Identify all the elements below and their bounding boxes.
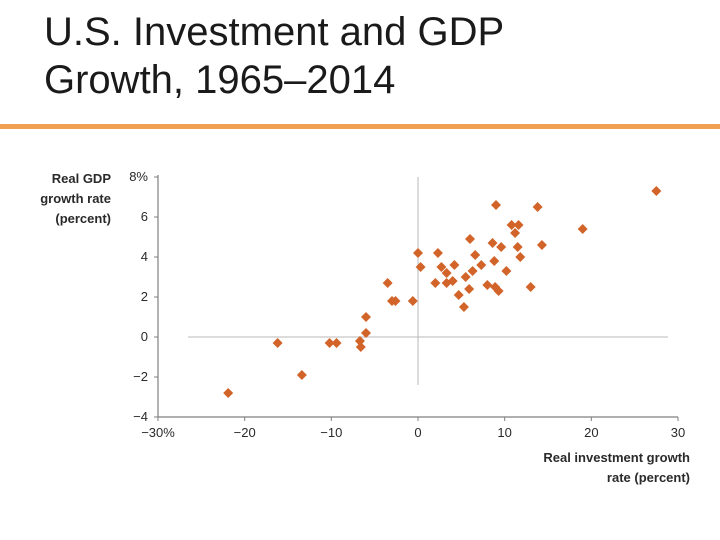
data-point (447, 276, 458, 286)
data-point (272, 338, 283, 348)
data-point (465, 234, 475, 244)
data-point (489, 256, 500, 266)
data-point (354, 336, 365, 346)
y-tick-label: −4 (133, 409, 148, 424)
y-tick-label: 2 (141, 289, 148, 304)
data-point (487, 238, 498, 248)
data-point (476, 260, 487, 270)
y-axis-title-line: growth rate (40, 191, 111, 206)
x-tick-label: 30 (671, 425, 685, 440)
data-point (430, 278, 441, 288)
data-point (525, 282, 536, 292)
data-point (510, 228, 521, 238)
data-point (331, 338, 342, 348)
data-point (467, 266, 478, 276)
data-point (470, 250, 481, 260)
slide-title-line-1: U.S. Investment and GDP (44, 10, 505, 54)
x-tick-label: 10 (497, 425, 511, 440)
data-point (464, 284, 475, 294)
data-point (441, 268, 452, 278)
data-point (453, 290, 464, 300)
reference-lines (188, 177, 668, 385)
data-point (506, 220, 517, 230)
data-point (432, 248, 443, 258)
data-point (493, 286, 504, 296)
slide-title: U.S. Investment and GDP Growth, 1965–201… (44, 8, 684, 104)
data-point (577, 224, 588, 234)
data-point (407, 296, 418, 306)
data-points (223, 186, 662, 398)
title-divider (0, 124, 720, 129)
data-point (324, 338, 335, 348)
y-tick-label: 4 (141, 249, 148, 264)
x-axis-title: Real investment growth rate (percent) (543, 450, 690, 485)
data-point (496, 242, 507, 252)
data-point (355, 342, 366, 352)
data-point (512, 242, 523, 252)
y-tick-label: −2 (133, 369, 148, 384)
x-axis-title-line: rate (percent) (607, 470, 690, 485)
x-tick-label: 20 (584, 425, 598, 440)
data-point (415, 262, 426, 272)
data-point (458, 302, 469, 312)
y-axis-title-line: Real GDP (52, 171, 112, 186)
x-axis-title-line: Real investment growth (543, 450, 690, 465)
y-tick-label: 0 (141, 329, 148, 344)
y-tick-label: 6 (141, 209, 148, 224)
data-point (413, 248, 423, 258)
data-point (491, 200, 501, 210)
data-point (223, 388, 234, 398)
x-tick-label: −20 (234, 425, 256, 440)
data-point (449, 260, 460, 270)
x-tick-label: −10 (320, 425, 342, 440)
data-point (460, 272, 471, 282)
data-point (390, 296, 401, 306)
x-tick-label: −30% (141, 425, 175, 440)
data-point (361, 328, 371, 338)
x-tick-label: 0 (414, 425, 421, 440)
data-point (651, 186, 662, 196)
data-point (515, 252, 526, 262)
slide-title-line-2: Growth, 1965–2014 (44, 58, 396, 102)
data-point (296, 370, 307, 380)
y-axis-title: Real GDP growth rate (percent) (40, 171, 111, 226)
data-point (436, 262, 447, 272)
data-point (501, 266, 512, 276)
data-point (513, 220, 524, 230)
data-point (382, 278, 393, 288)
data-point (536, 240, 547, 250)
data-point (532, 202, 543, 212)
y-tick-label: 8% (129, 169, 148, 184)
data-point (482, 280, 493, 290)
y-axis-title-line: (percent) (55, 211, 111, 226)
data-point (361, 312, 371, 322)
